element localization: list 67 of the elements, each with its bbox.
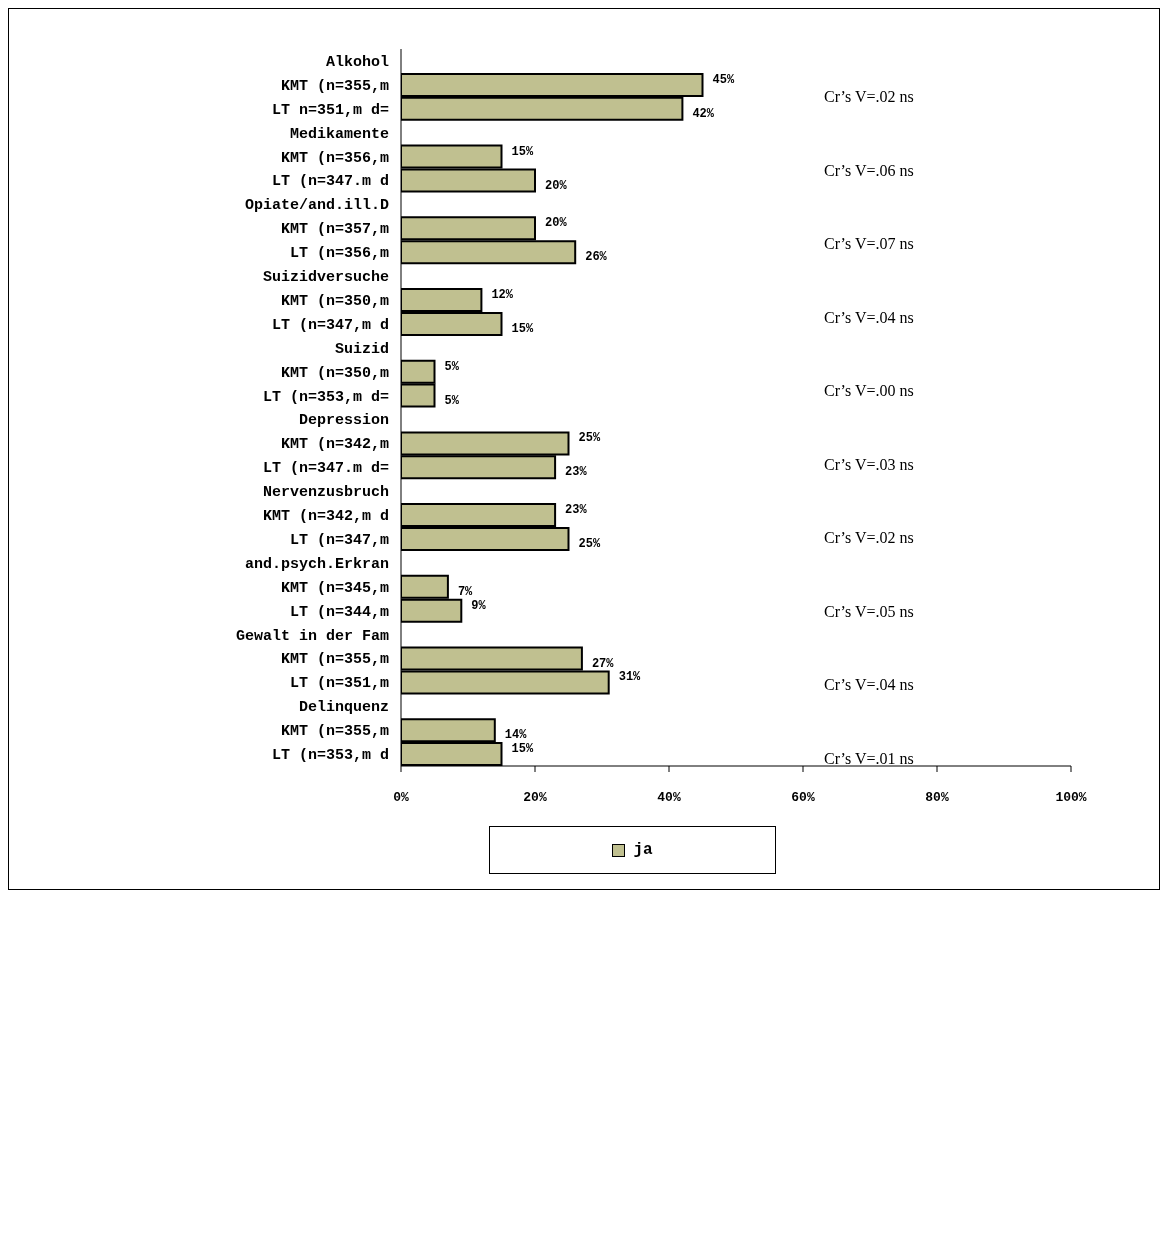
y-tick-label: KMT (n=350,m — [280, 292, 389, 310]
y-tick-label: Suizidversuche — [262, 269, 389, 287]
y-tick-label: KMT (n=345,m — [280, 579, 389, 597]
y-tick-label: Alkohol — [325, 53, 389, 71]
data-label: 15% — [511, 742, 534, 757]
y-tick-label: LT (n=353,m d= — [262, 388, 389, 406]
y-tick-label: KMT (n=342,m d — [262, 508, 389, 526]
y-tick-label: KMT (n=355,m — [280, 651, 389, 669]
y-tick-label: LT (n=356,m — [289, 245, 389, 263]
annotation: Cr’s V=.00 ns — [824, 382, 914, 400]
y-tick-label: Opiate/and.ill.D — [244, 197, 389, 215]
y-tick-label: LT (n=344,m — [289, 603, 389, 621]
y-tick-label: KMT (n=355,m — [280, 77, 389, 95]
data-label: 26% — [585, 250, 608, 265]
data-label: 12% — [491, 288, 514, 302]
data-label: 5% — [444, 393, 460, 408]
y-tick-label: LT (n=347,m d — [271, 316, 389, 334]
annotation: Cr’s V=.05 ns — [824, 602, 914, 621]
data-label: 7% — [457, 584, 474, 599]
y-tick-label: LT (n=347,m — [289, 531, 389, 549]
annotation: Cr’s V=.01 ns — [824, 749, 914, 768]
x-tick-label: 20% — [523, 790, 547, 806]
annotation: Cr’s V=.06 ns — [824, 161, 914, 180]
x-tick-label: 100% — [1055, 790, 1087, 806]
y-tick-label: Depression — [298, 412, 389, 430]
x-tick-label: 0% — [393, 790, 409, 806]
annotation: Cr’s V=.02 ns — [824, 88, 914, 106]
y-tick-label: LT (n=353,m d — [271, 747, 389, 765]
y-tick-label: KMT (n=357,m — [280, 221, 389, 239]
data-label: 42% — [692, 106, 715, 121]
annotation: Cr’s V=.03 ns — [824, 455, 914, 474]
data-label: 23% — [565, 503, 588, 518]
annotation: Cr’s V=.04 ns — [824, 308, 914, 327]
data-label: 20% — [545, 178, 568, 193]
data-label: 20% — [545, 216, 568, 231]
y-tick-label: KMT (n=355,m — [280, 723, 389, 741]
data-label: 14% — [504, 728, 528, 743]
y-tick-label: LT n=351,m d= — [271, 101, 389, 119]
y-tick-label: Suizid — [334, 340, 389, 358]
data-label: 5% — [444, 359, 460, 374]
data-label: 31% — [618, 670, 642, 685]
y-tick-label: LT (n=351,m — [289, 675, 389, 693]
y-tick-label: Gewalt in der Fam — [235, 627, 389, 645]
y-tick-label: and.psych.Erkran — [244, 555, 389, 573]
y-tick-label: KMT (n=350,m — [280, 364, 389, 382]
annotation: Cr’s V=.02 ns — [824, 529, 914, 547]
data-label: 15% — [511, 321, 534, 336]
data-label: 9% — [471, 598, 487, 613]
y-tick-label: Medikamente — [289, 125, 389, 143]
annotation: Cr’s V=.04 ns — [824, 676, 914, 694]
y-tick-label: Nervenzusbruch — [262, 484, 389, 502]
x-tick-label: 40% — [657, 790, 681, 806]
y-tick-label: LT (n=347.m d — [271, 173, 389, 191]
data-label: 45% — [712, 72, 735, 87]
x-tick-label: 80% — [925, 790, 949, 806]
data-label: 25% — [578, 537, 601, 551]
annotation: Cr’s V=.07 ns — [824, 235, 914, 253]
y-tick-label: LT (n=347.m d= — [262, 460, 389, 478]
x-tick-label: 60% — [791, 790, 815, 806]
data-label: 15% — [511, 144, 534, 159]
y-tick-label: Delinquenz — [298, 699, 389, 717]
data-label: 27% — [591, 656, 615, 671]
data-label: 25% — [578, 431, 601, 446]
y-tick-label: KMT (n=342,m — [280, 436, 389, 454]
legend-label: ja — [632, 841, 653, 859]
y-tick-label: KMT (n=356,m — [280, 149, 389, 167]
data-label: 23% — [565, 465, 588, 480]
